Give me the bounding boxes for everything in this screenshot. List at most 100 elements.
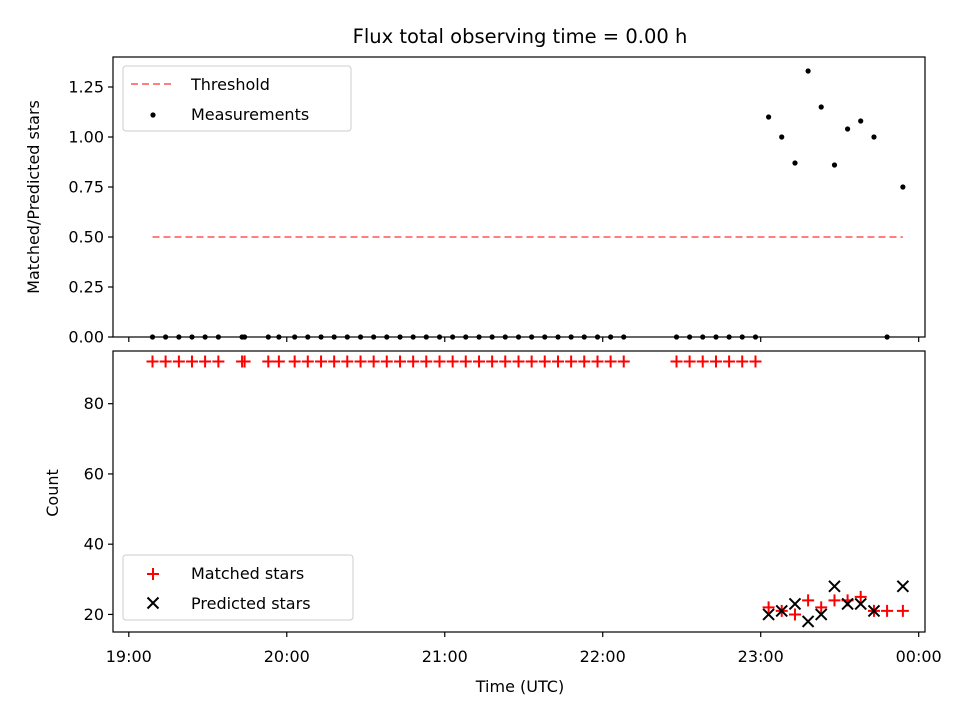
matched-stars-marker [896, 604, 909, 617]
matched-stars-marker [604, 355, 617, 368]
x-tick-label: 00:00 [896, 647, 942, 666]
chart-title: Flux total observing time = 0.00 h [353, 25, 688, 48]
measurement-point [831, 162, 838, 168]
matched-stars-marker [683, 355, 696, 368]
measurement-point [779, 134, 785, 140]
top-y-tick-label: 0.00 [68, 328, 104, 347]
predicted-stars-marker [146, 596, 160, 610]
x-tick-label: 22:00 [580, 647, 626, 666]
matched-stars-marker [512, 355, 525, 368]
matched-stars-marker [538, 355, 551, 368]
matched-stars-marker [709, 355, 722, 368]
top-y-tick-label: 0.50 [68, 228, 104, 247]
legend-measurements-label: Measurements [191, 105, 309, 124]
matched-stars-marker [446, 355, 459, 368]
matched-stars-marker [552, 355, 565, 368]
matched-stars-marker [212, 355, 225, 368]
matched-stars-marker [670, 355, 683, 368]
measurement-point [792, 160, 798, 166]
x-axis-label: Time (UTC) [475, 677, 564, 696]
legend-measurements-swatch [150, 112, 156, 118]
matched-stars-marker [262, 355, 275, 368]
bottom-axes-frame [112, 350, 926, 633]
matched-stars-marker [328, 355, 341, 368]
matched-stars-marker [696, 355, 709, 368]
bottom-y-tick-label: 60 [84, 464, 104, 483]
bottom-y-axis-label: Count [43, 469, 62, 517]
matched-stars-marker [802, 594, 815, 607]
matched-stars-marker [881, 604, 894, 617]
predicted-stars-marker [775, 604, 788, 618]
predicted-stars-marker [867, 604, 881, 618]
top-y-axis-label: Matched/Predicted stars [24, 100, 43, 294]
matched-stars-marker [407, 355, 420, 368]
matched-stars-marker [354, 355, 367, 368]
matched-stars-marker [762, 601, 775, 614]
measurement-point [844, 126, 851, 132]
bottom-y-tick-label: 20 [84, 605, 104, 624]
measurement-point [900, 184, 906, 190]
matched-stars-marker [288, 355, 301, 368]
top-legend-box [122, 65, 352, 132]
matched-stars-marker [828, 594, 841, 607]
matched-stars-marker [591, 355, 604, 368]
predicted-stars-marker [788, 597, 802, 611]
top-panel: 0.00 0.25 0.50 0.75 1.00 1.25 Threshold Measure… [68, 56, 926, 347]
matched-stars-marker [147, 568, 159, 580]
bottom-panel: 20 40 60 80 19:00 20:00 21:00 22:00 23:00 00:00 Ma… [84, 350, 942, 666]
x-tick-label: 20:00 [264, 647, 310, 666]
bottom-y-tick-label: 80 [84, 394, 104, 413]
matched-stars-marker [199, 355, 212, 368]
bottom-legend: Matched stars Predicted stars [122, 554, 354, 621]
x-tick-label: 19:00 [106, 647, 152, 666]
matched-stars-marker [473, 355, 486, 368]
x-tick-label: 21:00 [422, 647, 468, 666]
legend-matched-label: Matched stars [191, 564, 304, 583]
matched-stars-marker [815, 601, 828, 614]
matched-stars-marker [272, 355, 285, 368]
predicted-stars-marker [854, 597, 867, 611]
matched-stars-marker [565, 355, 578, 368]
predicted-stars-marker [815, 608, 828, 621]
top-legend: Threshold Measurements [122, 65, 352, 132]
measurement-point [871, 134, 877, 140]
matched-stars-marker [341, 355, 354, 368]
matched-stars-marker [486, 355, 499, 368]
matched-stars-marker [433, 355, 446, 368]
legend-predicted-label: Predicted stars [191, 594, 311, 613]
predicted-stars-marker [896, 580, 910, 593]
matched-stars-marker [146, 355, 159, 368]
matched-stars-marker [420, 355, 433, 368]
predicted-stars-marker [841, 597, 854, 611]
top-axes-frame [112, 56, 926, 338]
matched-stars-marker [723, 355, 736, 368]
predicted-stars-marker [801, 615, 815, 628]
measurement-point [818, 104, 824, 110]
matched-stars-marker [459, 355, 472, 368]
bottom-legend-box [122, 554, 354, 621]
matched-stars-marker [499, 355, 512, 368]
matched-stars-marker [185, 355, 198, 368]
matched-stars-marker [749, 355, 762, 368]
matched-stars-marker [617, 355, 630, 368]
matched-stars-marker [854, 590, 867, 603]
matched-stars-marker [736, 355, 749, 368]
matched-stars-marker [525, 355, 538, 368]
predicted-stars-marker [828, 580, 841, 593]
bottom-y-tick-label: 40 [84, 535, 104, 554]
top-y-tick-label: 1.25 [68, 78, 104, 97]
matched-stars-marker [172, 355, 185, 368]
matched-stars-marker [159, 355, 172, 368]
matched-stars-marker [788, 608, 801, 621]
measurement-point [766, 114, 772, 120]
matched-stars-marker [394, 355, 407, 368]
matched-stars-marker [578, 355, 591, 368]
x-tick-label: 23:00 [738, 647, 784, 666]
top-y-tick-label: 1.00 [68, 128, 104, 147]
matched-stars-marker [315, 355, 328, 368]
measurement-point [858, 118, 864, 124]
legend-threshold-label: Threshold [190, 75, 270, 94]
matched-stars-marker [238, 355, 251, 368]
matched-stars-marker [380, 355, 393, 368]
